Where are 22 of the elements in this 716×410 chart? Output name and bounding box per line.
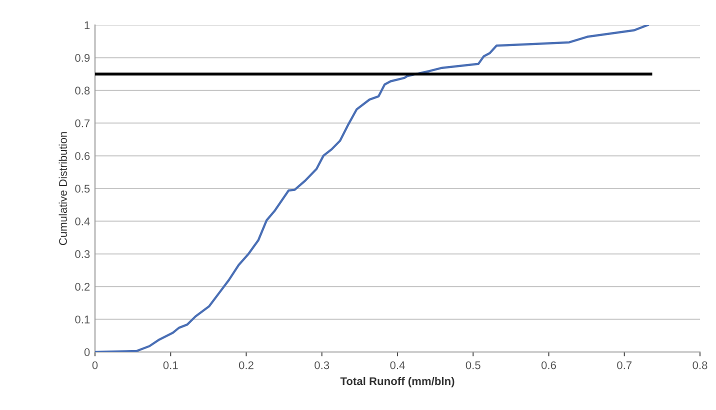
x-tick-label: 0.4 [390, 361, 405, 370]
x-tick-label: 0.6 [541, 361, 556, 370]
x-tick-label: 0.2 [238, 361, 254, 370]
y-tick-label: 0.5 [75, 184, 90, 193]
y-axis-title: Cumulative Distribution [58, 132, 67, 246]
y-tick-label: 0.8 [75, 86, 90, 95]
x-tick-label: 0.7 [617, 361, 632, 370]
y-tick-label: 0 [84, 348, 90, 356]
y-tick-label: 0.7 [75, 119, 90, 128]
x-axis-title: Total Runoff (mm/bln) [340, 376, 454, 388]
y-tick-label: 1 [84, 21, 90, 30]
y-tick-label: 0.6 [75, 152, 90, 160]
y-tick-label: 0.9 [75, 54, 90, 62]
y-tick-label: 0.3 [75, 250, 90, 258]
y-tick-label: 0.4 [75, 217, 90, 226]
x-tick-label: 0.1 [163, 361, 178, 370]
x-tick-label: 0.3 [314, 361, 330, 370]
y-tick-label: 0.2 [75, 282, 90, 291]
x-tick-label: 0.8 [692, 361, 708, 370]
y-tick-label: 0.1 [75, 316, 90, 324]
x-tick-label: 0.5 [466, 361, 480, 370]
x-tick-label: 0 [92, 361, 98, 370]
